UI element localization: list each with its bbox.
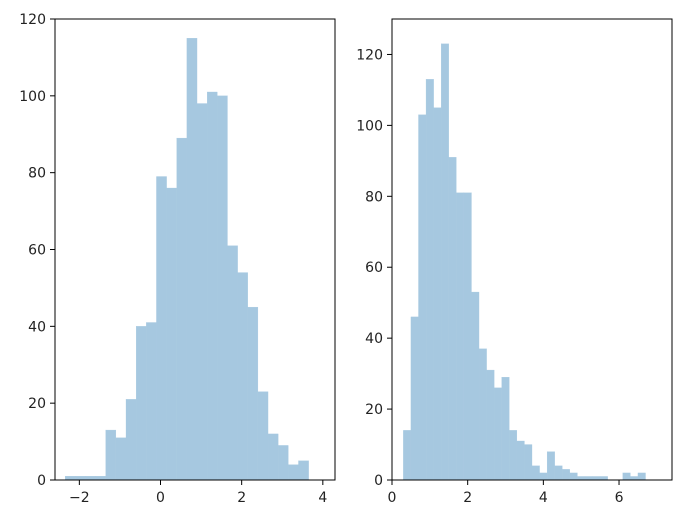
histogram-bar (539, 472, 548, 481)
y-tick-label: 120 (356, 47, 383, 63)
x-tick-label: 4 (318, 490, 327, 506)
y-tick-label: 0 (37, 473, 46, 489)
histogram-bar (637, 472, 646, 481)
histogram-bar (569, 472, 578, 481)
histogram-bar (75, 476, 86, 481)
histogram-bar (471, 291, 480, 481)
histogram-bar (448, 157, 457, 481)
histogram-bar (441, 43, 449, 481)
histogram-bar (577, 476, 586, 481)
histogram-bar (298, 460, 309, 481)
histogram-bar (494, 387, 502, 481)
x-tick-label: 0 (388, 490, 397, 506)
histogram-bar (166, 187, 177, 481)
histogram-bar (136, 326, 147, 481)
y-tick-label: 100 (19, 89, 46, 105)
histogram-bar (599, 476, 608, 481)
histogram-bar (486, 369, 495, 481)
histogram-bar (546, 451, 555, 481)
histogram-bar (509, 430, 518, 481)
y-tick-label: 60 (365, 260, 383, 276)
histogram-bar (554, 465, 563, 481)
histogram-bar (524, 444, 533, 481)
histogram-bar (418, 114, 427, 481)
histogram-bar (64, 476, 76, 481)
y-tick-label: 80 (28, 166, 46, 182)
histogram-bar (456, 192, 465, 481)
histogram-bar (227, 245, 238, 481)
histogram-bar (622, 472, 631, 481)
histogram-bar (425, 79, 434, 481)
histogram-bar (156, 176, 167, 481)
x-tick-label: 2 (237, 490, 246, 506)
histogram-bar (196, 103, 208, 481)
x-tick-label: 6 (615, 490, 624, 506)
histogram-bar (176, 137, 188, 481)
histogram-bar (95, 476, 106, 481)
histogram-bar (146, 322, 157, 481)
y-tick-label: 0 (374, 473, 383, 489)
histogram-bar (584, 476, 593, 481)
y-tick-label: 20 (28, 396, 46, 412)
histogram-bar (217, 95, 228, 481)
y-tick-label: 20 (365, 402, 383, 418)
histogram-bar (257, 391, 269, 481)
histogram-bar (630, 476, 639, 481)
histogram-bar (85, 476, 96, 481)
x-tick-label: 0 (156, 490, 165, 506)
y-tick-label: 60 (28, 243, 46, 259)
histogram-bar (562, 469, 570, 481)
histogram-bar (463, 192, 472, 481)
histogram-bar (115, 437, 127, 481)
x-tick-label: −2 (69, 490, 90, 506)
x-tick-label: 4 (539, 490, 548, 506)
histogram-bar (125, 399, 137, 481)
histogram-bar (478, 348, 487, 481)
histogram-bar (278, 445, 289, 481)
histogram-bar (207, 91, 218, 481)
y-tick-label: 100 (356, 118, 383, 134)
histogram-bar (105, 429, 117, 481)
axes-frame (391, 18, 673, 481)
histogram-bar (516, 440, 525, 481)
histogram-bar (247, 306, 259, 481)
histogram-bar (592, 476, 601, 481)
histogram-bar (288, 464, 299, 481)
histogram-bar (531, 465, 540, 481)
y-tick-label: 120 (19, 12, 46, 28)
histogram-bar (433, 107, 442, 481)
x-tick-label: 2 (463, 490, 472, 506)
histogram-bar (267, 433, 279, 481)
histogram-bar (403, 430, 412, 481)
y-tick-label: 40 (365, 331, 383, 347)
y-tick-label: 40 (28, 319, 46, 335)
y-tick-label: 80 (365, 189, 383, 205)
histogram-bar (501, 377, 510, 481)
histogram-bar (237, 272, 248, 481)
histogram-bar (186, 38, 198, 481)
histogram-bar (410, 316, 419, 481)
